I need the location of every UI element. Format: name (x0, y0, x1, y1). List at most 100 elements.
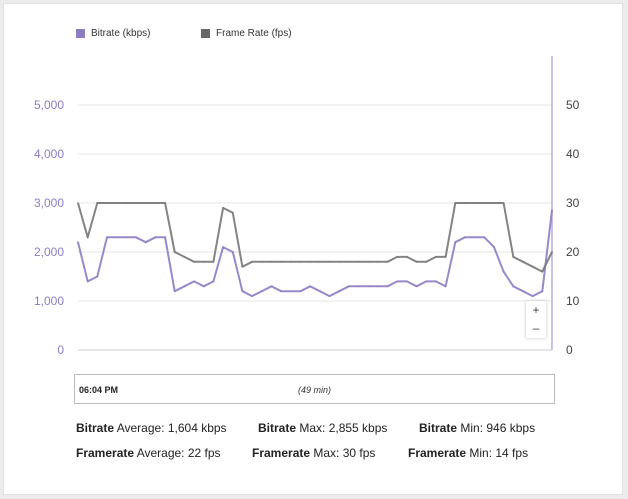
framerate-point (483, 202, 486, 204)
bitrate-average-stat: Bitrate Average: 1,604 kbps (76, 421, 227, 435)
bitrate-point (164, 236, 166, 239)
bitrate-point (357, 285, 360, 288)
bitrate-point (483, 236, 486, 239)
bitrate-point (435, 280, 437, 283)
framerate-point (551, 251, 553, 253)
framerate-point (328, 261, 331, 263)
left-axis-tick-label: 1,000 (33, 294, 64, 308)
bitrate-point (386, 285, 389, 288)
bitrate-point (377, 285, 379, 288)
bitrate-max-stat: Bitrate Max: 2,855 kbps (258, 421, 387, 435)
framerate-point (464, 202, 466, 204)
navigator-start-time: 06:04 PM (79, 385, 119, 395)
bitrate-point (299, 290, 302, 293)
bitrate-point (454, 241, 457, 243)
framerate-point (290, 261, 292, 263)
bitrate-point (193, 280, 195, 283)
framerate-point (212, 261, 215, 263)
right-axis-tick-label: 30 (566, 196, 580, 210)
legend-swatch-bitrate (76, 29, 85, 38)
legend-label: Bitrate (kbps) (91, 28, 151, 39)
bitrate-point (251, 295, 253, 297)
framerate-point (357, 261, 360, 263)
stat-label: Framerate (408, 446, 467, 460)
framerate-min-stat: Framerate Min: 14 fps (408, 446, 528, 460)
framerate-point (154, 202, 157, 204)
framerate-max-stat: Framerate Max: 30 fps (252, 446, 375, 460)
framerate-point (377, 261, 379, 263)
stat-value: Max: 30 fps (313, 446, 376, 460)
framerate-point (115, 202, 118, 204)
bitrate-point (183, 285, 186, 288)
framerate-point (96, 202, 99, 204)
framerate-point (183, 256, 186, 258)
bitrate-point (270, 285, 273, 288)
bitrate-point (77, 241, 79, 243)
legend-swatch-framerate (201, 29, 210, 38)
stat-value: Average: 1,604 kbps (116, 421, 227, 435)
bitrate-point (396, 280, 399, 283)
framerate-point (125, 202, 128, 204)
framerate-point (309, 261, 312, 263)
bitrate-point (280, 290, 282, 293)
stat-label: Bitrate (76, 421, 115, 435)
framerate-average-stat: Framerate Average: 22 fps (76, 446, 221, 460)
bitrate-point (135, 236, 137, 239)
framerate-point (241, 265, 244, 268)
bitrate-point (203, 285, 205, 288)
legend-item-bitrate[interactable]: Bitrate (kbps) (76, 28, 150, 39)
stat-value: Min: 946 kbps (460, 421, 536, 435)
stat-value: Average: 22 fps (136, 446, 221, 460)
bitrate-point (261, 290, 263, 293)
zoom-out-button[interactable]: – (532, 321, 540, 335)
right-axis-tick-label: 10 (566, 294, 580, 308)
bitrate-point (551, 209, 553, 211)
bitrate-point (473, 236, 476, 239)
bitrate-point (328, 295, 331, 297)
bitrate-point (464, 236, 466, 239)
framerate-point (444, 256, 447, 258)
framerate-point (338, 261, 341, 263)
bitrate-point (319, 290, 321, 293)
framerate-point (144, 202, 147, 204)
framerate-point (406, 256, 408, 258)
right-axis-tick-label: 0 (566, 343, 573, 357)
bitrate-point (406, 280, 408, 283)
framerate-point (280, 261, 282, 263)
stat-label: Bitrate (258, 421, 297, 435)
left-axis-tick-label: 4,000 (33, 147, 64, 161)
framerate-point (512, 256, 515, 258)
bitrate-series-line (77, 209, 553, 298)
bitrate-point (232, 251, 234, 253)
framerate-point (135, 202, 137, 204)
framerate-point (541, 270, 544, 273)
framerate-point (348, 261, 350, 263)
navigator-duration: (49 min) (297, 385, 331, 395)
framerate-point (270, 261, 273, 263)
framerate-point (251, 261, 253, 263)
bitrate-min-stat: Bitrate Min: 946 kbps (419, 421, 535, 435)
framerate-point (386, 261, 389, 263)
framerate-point (222, 207, 224, 209)
bitrate-point (115, 236, 118, 239)
right-axis-tick-label: 40 (566, 147, 580, 161)
stat-label: Framerate (76, 446, 135, 460)
zoom-in-button[interactable]: + (532, 303, 540, 317)
framerate-point (261, 261, 263, 263)
bitrate-point (173, 290, 176, 293)
bitrate-point (522, 290, 524, 293)
left-axis-tick-label: 0 (57, 343, 64, 357)
framerate-point (173, 251, 176, 253)
bitrate-point (512, 285, 515, 288)
time-navigator[interactable]: 06:04 PM (49 min) (74, 374, 555, 404)
framerate-point (473, 202, 476, 204)
framerate-point (415, 261, 418, 263)
framerate-point (531, 265, 534, 268)
framerate-point (232, 212, 234, 214)
bitrate-point (125, 236, 128, 239)
framerate-point (454, 202, 457, 204)
bitrate-point (531, 295, 534, 297)
legend-item-framerate[interactable]: Frame Rate (fps) (201, 28, 292, 39)
bitrate-point (241, 290, 244, 293)
